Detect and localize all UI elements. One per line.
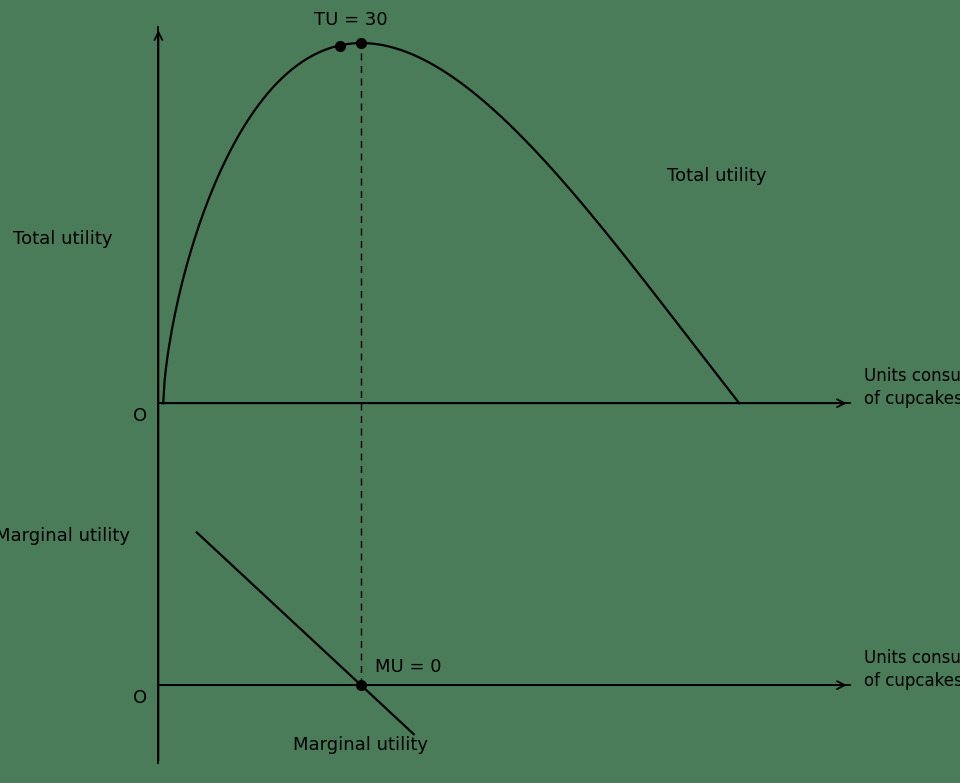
- Text: Units consumed
of cupcakes: Units consumed of cupcakes: [864, 366, 960, 409]
- Text: TU = 30: TU = 30: [314, 11, 387, 29]
- Text: Total utility: Total utility: [667, 168, 767, 185]
- Text: Units consumed
of cupcakes: Units consumed of cupcakes: [864, 648, 960, 691]
- Text: O: O: [132, 689, 147, 707]
- Text: MU = 0: MU = 0: [375, 658, 442, 676]
- Text: Total utility: Total utility: [12, 230, 112, 247]
- Text: O: O: [132, 407, 147, 425]
- Text: Marginal utility: Marginal utility: [294, 736, 428, 754]
- Text: Marginal utility: Marginal utility: [0, 528, 130, 545]
